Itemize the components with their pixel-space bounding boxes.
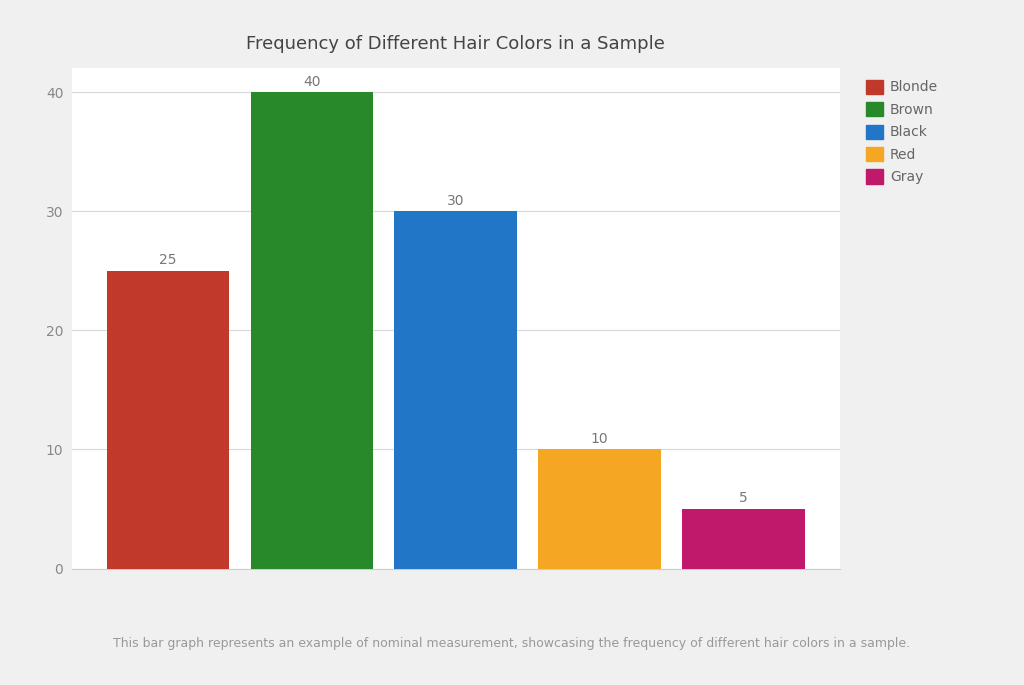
Legend: Blonde, Brown, Black, Red, Gray: Blonde, Brown, Black, Red, Gray <box>862 75 942 188</box>
Bar <box>682 509 805 569</box>
Bar <box>106 271 229 569</box>
Bar <box>394 212 517 569</box>
Text: 5: 5 <box>739 491 748 506</box>
Text: 30: 30 <box>446 194 465 208</box>
Text: 40: 40 <box>303 75 321 89</box>
Title: Frequency of Different Hair Colors in a Sample: Frequency of Different Hair Colors in a … <box>246 35 666 53</box>
Bar <box>251 92 373 569</box>
Bar <box>539 449 660 569</box>
Text: 25: 25 <box>159 253 176 267</box>
Text: 10: 10 <box>591 432 608 446</box>
Text: This bar graph represents an example of nominal measurement, showcasing the freq: This bar graph represents an example of … <box>114 638 910 650</box>
